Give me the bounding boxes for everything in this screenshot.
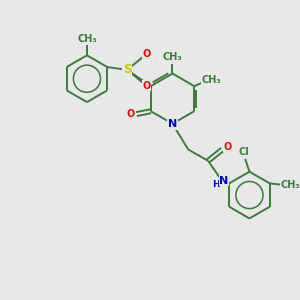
Text: S: S <box>123 63 132 76</box>
Text: Cl: Cl <box>239 147 250 157</box>
Text: O: O <box>142 49 150 59</box>
Text: CH₃: CH₃ <box>280 180 300 190</box>
Text: CH₃: CH₃ <box>77 34 97 44</box>
Text: H: H <box>212 180 220 189</box>
Text: CH₃: CH₃ <box>202 75 221 85</box>
Text: O: O <box>142 81 150 91</box>
Text: N: N <box>219 176 228 186</box>
Text: O: O <box>224 142 232 152</box>
Text: O: O <box>126 109 134 119</box>
Text: CH₃: CH₃ <box>163 52 182 62</box>
Text: N: N <box>168 119 177 129</box>
